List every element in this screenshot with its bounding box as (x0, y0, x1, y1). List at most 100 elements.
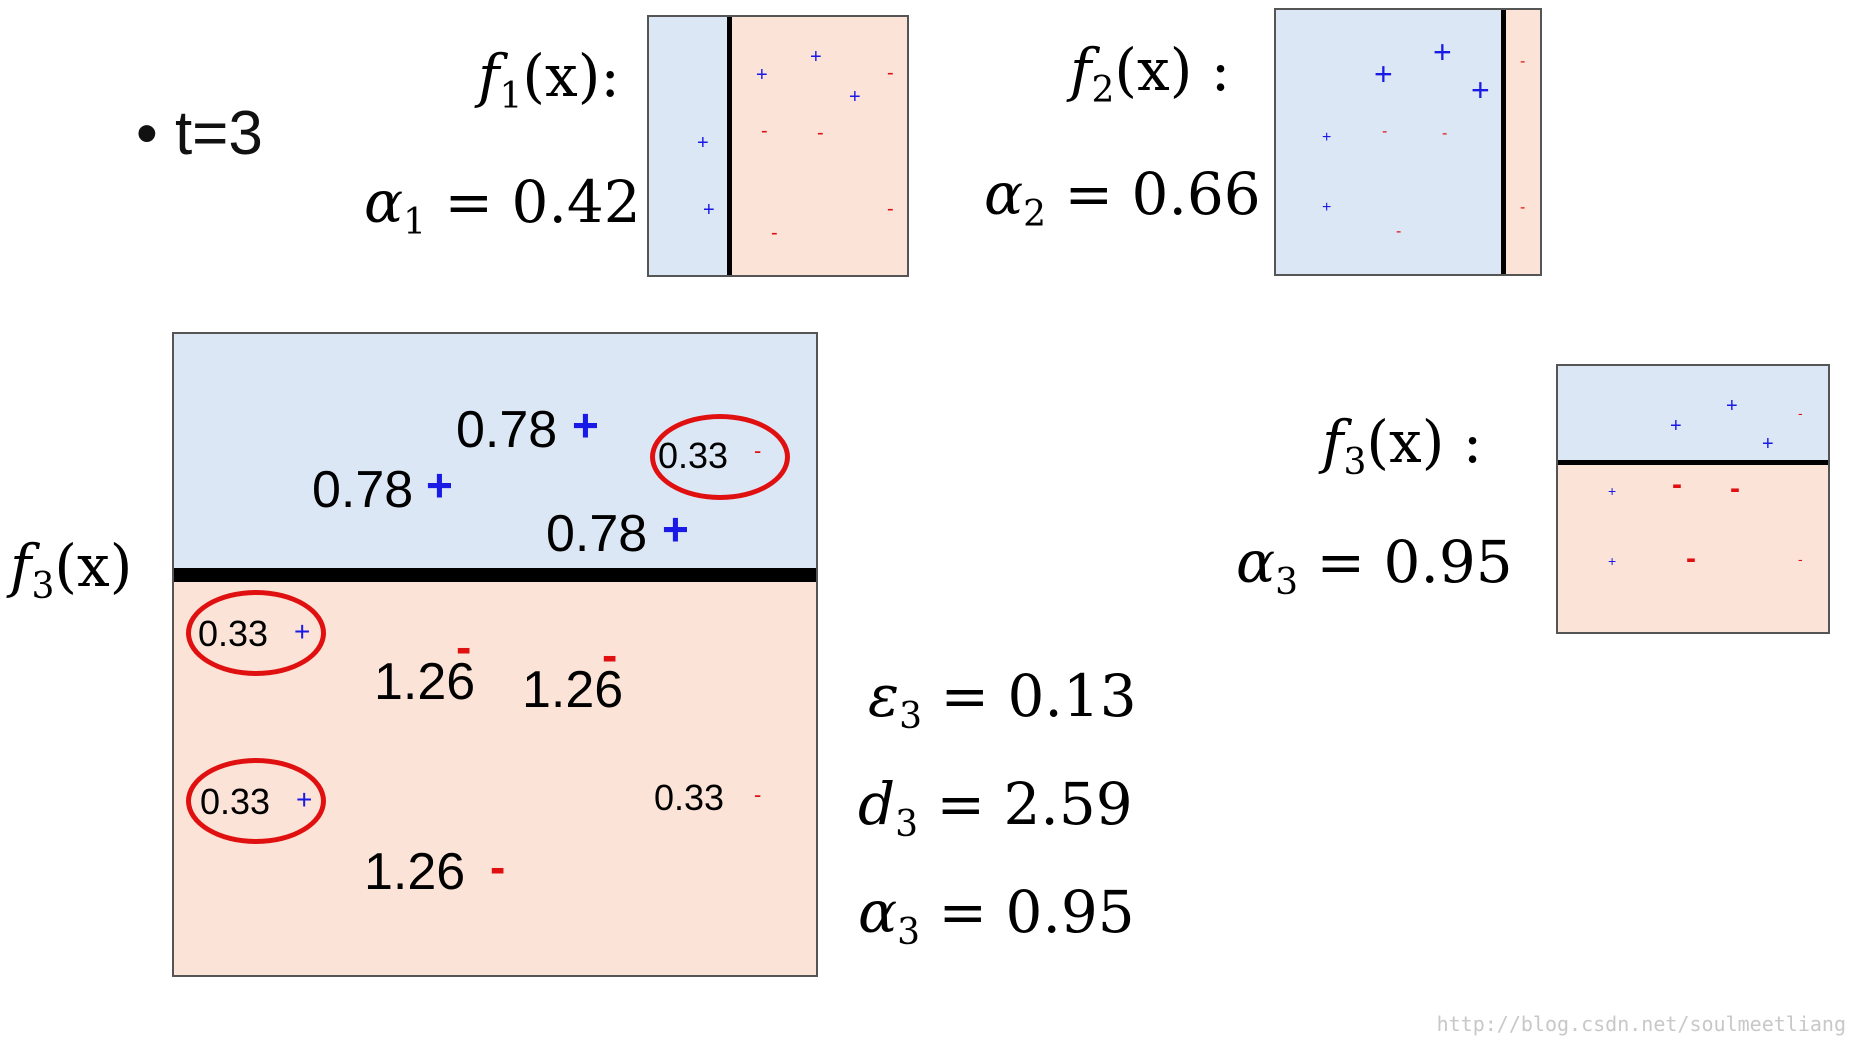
main-panel: 0.78 + 0.78 + 0.78 + 0.33 - 0.33 + 0.33 … (172, 332, 818, 977)
plus-mark: + (1374, 56, 1393, 92)
plus-mark: + (572, 399, 599, 451)
weight-label: 0.33 (658, 435, 729, 476)
f3-label: f3(x) : (1322, 408, 1482, 483)
minus-mark: - (1520, 199, 1526, 216)
plus-mark: + (662, 503, 689, 555)
plus-mark: + (810, 46, 822, 68)
plus-mark: + (296, 784, 313, 815)
step-heading: • t=3 (136, 98, 263, 169)
alpha2-label: α2 = 0.66 (984, 160, 1261, 235)
plus-mark: + (849, 86, 861, 108)
f3-var: f (1322, 408, 1344, 476)
alpha2-sub: 2 (1023, 194, 1047, 235)
alpha1-value: = 0.42 (444, 168, 641, 236)
f3-sub: 3 (1343, 442, 1367, 483)
alpha3-right-label: α3 = 0.95 (1236, 528, 1513, 603)
minus-mark: - (456, 621, 472, 673)
f1-sub: 1 (499, 76, 523, 117)
plus-mark: + (1608, 553, 1617, 569)
minus-mark: - (1730, 472, 1740, 505)
plus-mark: + (1762, 433, 1774, 455)
d-label: d3 = 2.59 (858, 770, 1133, 845)
main-boundary (174, 568, 816, 582)
minus-mark: - (1672, 468, 1682, 501)
f2-sub: 2 (1091, 70, 1115, 111)
f2-negative-region (1506, 10, 1540, 274)
misclassified-ring (650, 414, 790, 500)
epsilon-var: ε (868, 662, 900, 730)
alpha3-sub: 3 (1275, 562, 1299, 603)
epsilon-label: ε3 = 0.13 (868, 662, 1137, 737)
minus-mark: - (602, 629, 618, 681)
minus-mark: - (887, 198, 894, 220)
main-f3-sub: 3 (31, 566, 55, 607)
main-f3-arg: (x) (54, 532, 133, 600)
minus-mark: - (761, 120, 768, 142)
alpha3-label: α3 = 0.95 (858, 878, 1135, 953)
minus-mark: - (817, 122, 824, 144)
minus-mark: - (754, 782, 762, 807)
f3-arg: (x) : (1366, 408, 1483, 476)
alpha2-value: = 0.66 (1064, 160, 1261, 228)
main-f3-label: f3(x) (10, 532, 132, 607)
weight-label: 0.33 (654, 777, 725, 818)
f2-boundary (1501, 10, 1506, 274)
alpha1-label: α1 = 0.42 (364, 168, 641, 243)
alpha1-var: α (364, 168, 404, 236)
alpha1-sub: 1 (403, 202, 427, 243)
minus-mark: - (1686, 542, 1696, 575)
f2-arg: (x) : (1114, 36, 1231, 104)
plus-mark: + (426, 459, 453, 511)
weight-label: 0.78 (456, 401, 558, 459)
minus-mark: - (771, 222, 778, 244)
plus-mark: + (703, 199, 715, 221)
main-f3-var: f (10, 532, 32, 600)
alpha3-main-sub: 3 (897, 912, 921, 953)
plus-mark: + (1471, 72, 1490, 108)
f3-boundary (1558, 460, 1828, 465)
plus-mark: + (1608, 483, 1617, 499)
minus-mark: - (1798, 405, 1803, 421)
f3-positive-region (1558, 366, 1828, 460)
plus-mark: + (1322, 129, 1332, 146)
plus-mark: + (1322, 199, 1332, 216)
f1-boundary (727, 17, 732, 275)
alpha3-value: = 0.95 (1316, 528, 1513, 596)
plus-mark: + (1670, 415, 1682, 437)
d-var: d (858, 770, 896, 838)
f3-panel: + + + + + - - - - - (1556, 364, 1830, 634)
plus-mark: + (756, 64, 768, 86)
minus-mark: - (1520, 53, 1526, 70)
plus-mark: + (294, 616, 311, 647)
plus-mark: + (1433, 34, 1452, 70)
f1-arg: (x): (522, 42, 620, 110)
f2-var: f (1070, 36, 1092, 104)
minus-mark: - (490, 841, 506, 893)
weight-label: 1.26 (522, 661, 624, 719)
minus-mark: - (887, 62, 894, 84)
f2-label: f2(x) : (1070, 36, 1230, 111)
f2-panel: + + + + + - - - - - (1274, 8, 1542, 276)
step-label: t=3 (174, 99, 263, 168)
minus-mark: - (1396, 223, 1402, 240)
watermark: http://blog.csdn.net/soulmeetliang (1436, 1012, 1846, 1036)
weight-label: 0.78 (546, 505, 648, 563)
bullet-dot: • (136, 99, 158, 168)
weight-label: 0.33 (200, 781, 271, 822)
minus-mark: - (1382, 123, 1388, 140)
f1-var: f (478, 42, 500, 110)
epsilon-value: = 0.13 (940, 662, 1137, 730)
d-sub: 3 (895, 804, 919, 845)
alpha2-var: α (984, 160, 1024, 228)
alpha3-main-var: α (858, 878, 898, 946)
weight-label: 1.26 (364, 843, 466, 901)
epsilon-sub: 3 (899, 696, 923, 737)
weight-label: 0.33 (198, 613, 269, 654)
misclassified-ring (186, 758, 326, 844)
weight-label: 0.78 (312, 461, 414, 519)
misclassified-ring (186, 590, 326, 676)
f1-positive-region (649, 17, 727, 275)
alpha3-var: α (1236, 528, 1276, 596)
alpha3-main-value: = 0.95 (938, 878, 1135, 946)
f1-panel: + + + + + - - - - - (647, 15, 909, 277)
